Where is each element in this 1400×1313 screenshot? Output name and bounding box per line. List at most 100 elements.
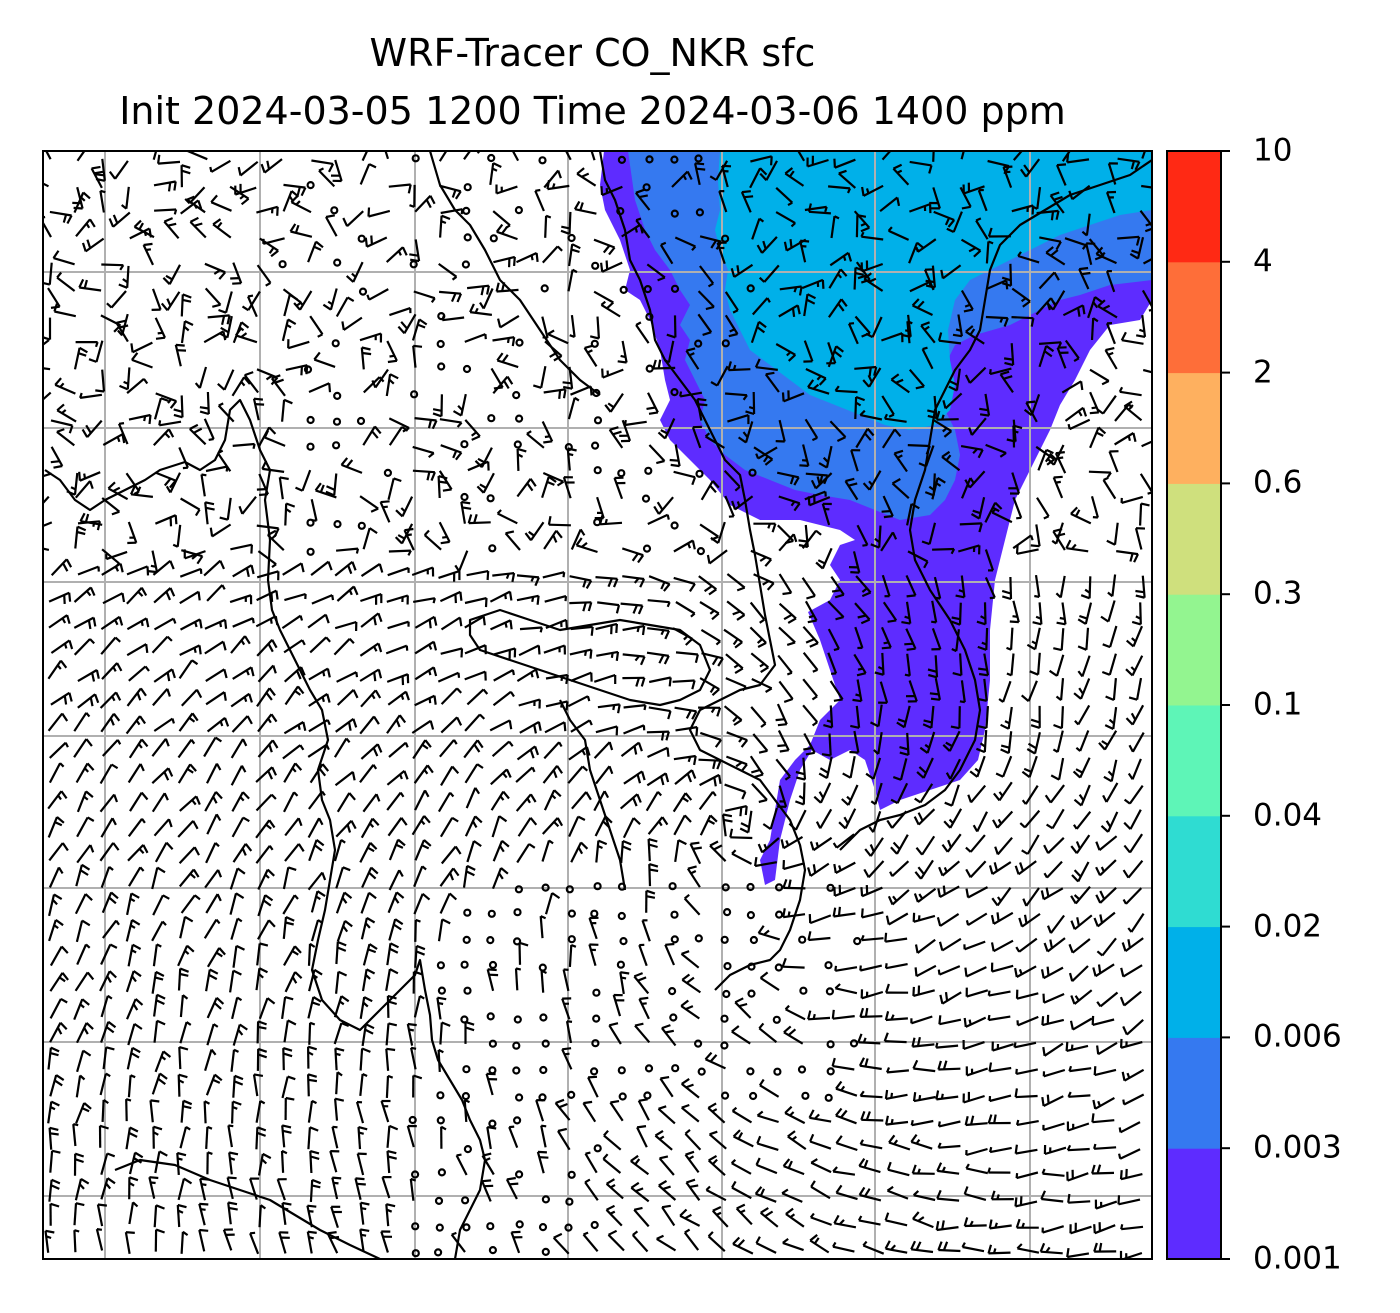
wind-barb (437, 475, 448, 499)
wind-barb (818, 756, 833, 780)
wind-barb (1078, 266, 1091, 290)
wind-barb (600, 300, 621, 318)
calm-wind-marker (670, 284, 680, 293)
calm-wind-marker (564, 1223, 573, 1232)
wind-barb (584, 1178, 599, 1201)
wind-barb (48, 762, 65, 784)
wind-barb (870, 782, 883, 806)
colorbar-segment (1167, 815, 1221, 928)
wind-barb (95, 369, 106, 393)
wind-barb (205, 1073, 223, 1096)
wind-barb (1070, 914, 1093, 931)
wind-barb (75, 863, 91, 887)
calm-wind-marker (512, 937, 522, 946)
wind-barb (232, 442, 256, 450)
wind-barb (959, 680, 966, 704)
wind-barb (48, 1178, 61, 1202)
wind-barb (1093, 911, 1116, 928)
wind-barb (726, 755, 748, 773)
calm-wind-marker (512, 1041, 521, 1050)
wind-barb (583, 344, 598, 367)
wind-barb (129, 791, 149, 812)
calm-wind-marker (670, 388, 679, 397)
wind-barb (440, 845, 462, 865)
wind-barb (359, 668, 383, 682)
wind-barb (778, 680, 794, 703)
wind-barb (827, 600, 845, 621)
wind-barb (362, 793, 381, 813)
wind-barb (414, 694, 437, 707)
wind-barb (988, 1062, 1012, 1073)
wind-barb (1117, 1195, 1141, 1206)
wind-barb (775, 186, 794, 207)
wind-barb (1043, 860, 1063, 879)
wind-barb (345, 261, 364, 283)
wind-barb (1104, 706, 1118, 730)
calm-wind-marker (332, 441, 341, 450)
wind-barb (361, 1023, 375, 1047)
wind-barb (1070, 506, 1092, 525)
calm-wind-marker (567, 935, 576, 944)
wind-barb (278, 476, 289, 500)
wind-barb (497, 314, 520, 329)
wind-barb (808, 1109, 832, 1123)
wind-barb (883, 413, 907, 423)
wind-barb (910, 1119, 934, 1127)
wind-barb (1034, 574, 1041, 598)
wind-barb (757, 837, 780, 854)
wind-barb (388, 838, 406, 861)
calm-wind-marker (825, 987, 835, 996)
wind-barb (1122, 860, 1144, 879)
wind-barb (870, 525, 882, 549)
wind-barb (363, 376, 385, 394)
wind-barb (489, 719, 513, 732)
wind-barb (935, 1090, 959, 1101)
wind-barb (238, 496, 257, 515)
calm-wind-marker (513, 440, 522, 449)
wind-barb (204, 1048, 217, 1072)
wind-barb (545, 618, 568, 630)
wind-barb (1117, 235, 1141, 246)
wind-barb (1107, 162, 1118, 185)
wind-barb (49, 1021, 68, 1043)
wind-barb (231, 715, 253, 733)
wind-barb (342, 210, 364, 228)
wind-barb (1018, 913, 1041, 928)
calm-wind-marker (462, 206, 471, 215)
wind-barb (541, 839, 554, 862)
wind-barb (325, 214, 338, 237)
wind-barb (1100, 811, 1119, 833)
wind-barb (886, 810, 908, 829)
wind-barb (854, 365, 878, 377)
map-subtitle: Init 2024-03-05 1200 Time 2024-03-06 140… (119, 89, 1066, 133)
wind-barb (619, 793, 642, 810)
wind-barb (634, 1022, 651, 1044)
wind-barb (491, 867, 509, 889)
wind-barb (833, 158, 856, 169)
wind-barb (387, 566, 410, 577)
wind-barb (387, 620, 410, 630)
wind-barb (543, 530, 563, 550)
wind-barb (884, 1240, 908, 1254)
wind-barb (541, 475, 557, 499)
wind-barb (491, 815, 508, 838)
wind-barb (133, 219, 155, 239)
wind-barb (1123, 833, 1144, 854)
wind-barb (74, 1177, 90, 1201)
wind-barb (952, 653, 963, 677)
wind-barb (95, 1228, 104, 1251)
wind-barb (49, 972, 69, 992)
wind-barb (1041, 1014, 1065, 1027)
wind-barb (782, 860, 805, 871)
wind-barb (255, 845, 274, 864)
calm-wind-marker (463, 1144, 472, 1154)
wind-barb (1097, 299, 1118, 319)
wind-barb (534, 188, 545, 212)
calm-wind-marker (541, 883, 550, 892)
wind-barb (232, 666, 255, 680)
wind-barb (962, 1039, 985, 1051)
wind-barb (809, 836, 833, 852)
wind-barb (1107, 574, 1117, 598)
wind-barb (466, 284, 490, 296)
wind-barb (199, 1177, 210, 1201)
